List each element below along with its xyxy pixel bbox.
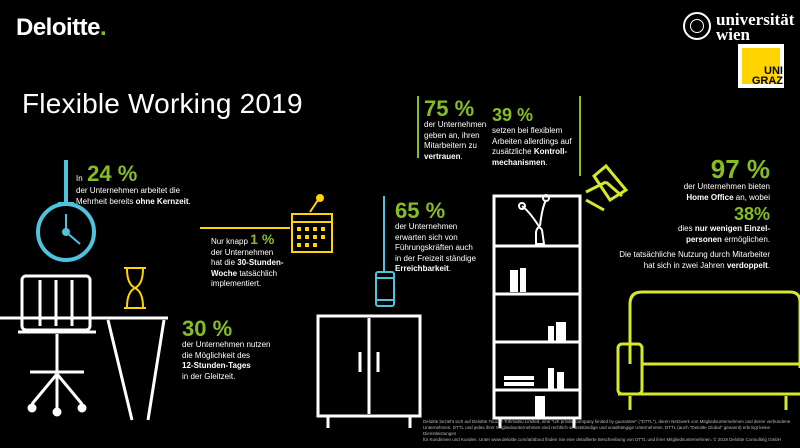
cabinet-icon bbox=[316, 314, 422, 428]
hourglass-icon bbox=[124, 267, 146, 309]
stat-usage-doubled: Die tatsächliche Nutzung durch Mitarbeit… bbox=[619, 250, 770, 270]
stat-30: 30 % der Unternehmen nutzen die Möglichk… bbox=[182, 316, 271, 381]
clock-icon bbox=[36, 160, 96, 262]
stat-38: 38% dies nur wenigen Einzel- personen er… bbox=[677, 204, 770, 244]
university-graz-logo: UNI GRAZ bbox=[738, 44, 784, 88]
stat-97: 97 % der Unternehmen bieten Home Office … bbox=[683, 154, 770, 202]
connector-lines bbox=[417, 96, 581, 176]
lamp-icon bbox=[585, 163, 629, 212]
stat-65: 65 % der Unternehmen erwarten sich von F… bbox=[395, 198, 476, 274]
phone-icon bbox=[375, 196, 395, 307]
legal-footnote: Deloitte bezieht sich auf Deloitte Touch… bbox=[423, 419, 791, 442]
stat-24: In 24 % der Unternehmen arbeitet die Meh… bbox=[76, 161, 191, 206]
desk-icon bbox=[0, 316, 168, 421]
university-seal-icon bbox=[683, 12, 711, 40]
page-title: Flexible Working 2019 bbox=[22, 88, 303, 119]
shelf-decor bbox=[504, 268, 566, 418]
university-vienna-logo: universität wien bbox=[716, 10, 795, 44]
calendar-icon bbox=[200, 194, 333, 253]
stat-39: 39 % setzen bei flexiblem Arbeiten aller… bbox=[492, 105, 572, 167]
stat-1: Nur knapp 1 % der Unternehmen hat die 30… bbox=[211, 231, 284, 288]
stat-75: 75 % der Unternehmen geben an, ihren Mit… bbox=[424, 96, 487, 161]
sofa-icon bbox=[616, 290, 800, 410]
deloitte-logo: Deloitte. bbox=[16, 14, 107, 41]
office-chair-icon bbox=[18, 274, 96, 417]
vase-icon bbox=[518, 194, 550, 245]
